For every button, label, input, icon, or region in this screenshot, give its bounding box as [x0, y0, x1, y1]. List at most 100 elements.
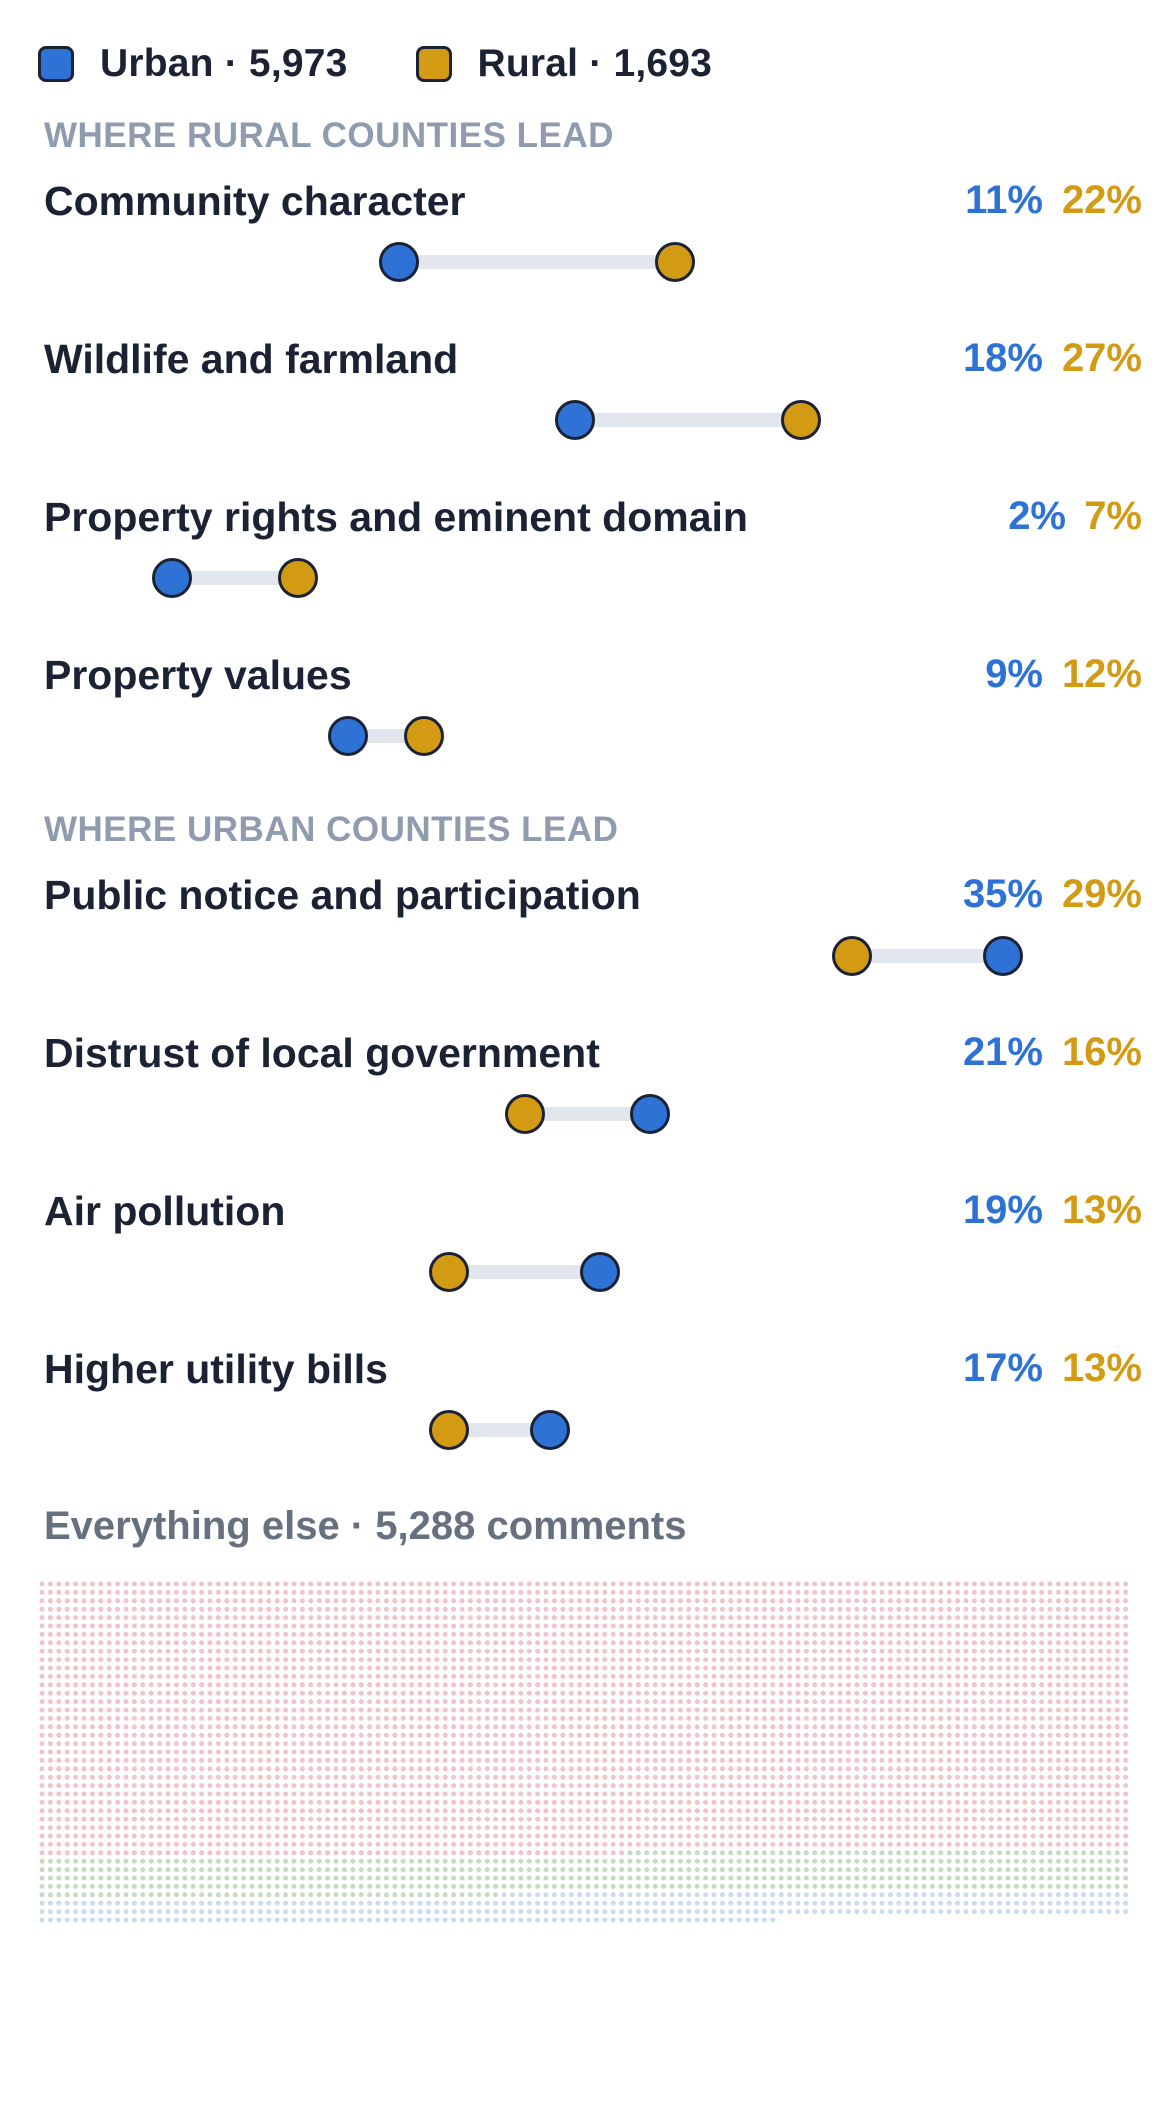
waffle-dot — [215, 1757, 221, 1763]
urban-value-public-notice-and-participation: 35% — [962, 872, 1043, 916]
waffle-dot — [257, 1648, 263, 1654]
waffle-dot — [551, 1867, 557, 1873]
waffle-dot — [1064, 1640, 1070, 1646]
waffle-dot — [1123, 1598, 1129, 1604]
waffle-dot — [543, 1783, 549, 1789]
waffle-dot — [980, 1690, 986, 1696]
waffle-dot — [333, 1690, 339, 1696]
waffle-dot — [274, 1757, 280, 1763]
waffle-dot — [1097, 1875, 1103, 1881]
waffle-dot — [518, 1682, 524, 1688]
waffle-dot — [635, 1673, 641, 1679]
waffle-dot — [98, 1665, 104, 1671]
waffle-dot — [820, 1749, 826, 1755]
waffle-dot — [459, 1757, 465, 1763]
waffle-dot — [803, 1833, 809, 1839]
waffle-dot — [627, 1816, 633, 1822]
waffle-dot — [1064, 1606, 1070, 1612]
waffle-dot — [358, 1783, 364, 1789]
waffle-dot — [199, 1883, 205, 1889]
waffle-dot — [787, 1766, 793, 1772]
waffle-dot — [199, 1825, 205, 1831]
waffle-dot — [375, 1850, 381, 1856]
waffle-dot — [165, 1783, 171, 1789]
waffle-dot — [56, 1841, 62, 1847]
waffle-dot — [400, 1715, 406, 1721]
waffle-dot — [677, 1841, 683, 1847]
waffle-dot — [803, 1657, 809, 1663]
waffle-dot — [677, 1606, 683, 1612]
waffle-dot — [316, 1892, 322, 1898]
waffle-dot — [829, 1875, 835, 1881]
waffle-dot — [308, 1808, 314, 1814]
waffle-dot — [509, 1833, 515, 1839]
waffle-dot — [392, 1707, 398, 1713]
waffle-dot — [753, 1631, 759, 1637]
waffle-dot — [829, 1749, 835, 1755]
waffle-dot — [795, 1867, 801, 1873]
waffle-dot — [518, 1799, 524, 1805]
waffle-dot — [493, 1808, 499, 1814]
waffle-dot — [215, 1858, 221, 1864]
waffle-dot — [652, 1581, 658, 1587]
waffle-dot — [224, 1825, 230, 1831]
waffle-dot — [686, 1690, 692, 1696]
waffle-dot — [1097, 1715, 1103, 1721]
waffle-dot — [232, 1883, 238, 1889]
waffle-dot — [795, 1581, 801, 1587]
waffle-dot — [862, 1774, 868, 1780]
waffle-dot — [1039, 1799, 1045, 1805]
waffle-dot — [778, 1715, 784, 1721]
waffle-dot — [434, 1816, 440, 1822]
waffle-dot — [1081, 1833, 1087, 1839]
waffle-dot — [157, 1631, 163, 1637]
waffle-dot — [140, 1615, 146, 1621]
waffle-dot — [199, 1850, 205, 1856]
waffle-dot — [1022, 1581, 1028, 1587]
waffle-dot — [929, 1799, 935, 1805]
waffle-dot — [669, 1615, 675, 1621]
waffle-dot — [73, 1741, 79, 1747]
waffle-dot — [241, 1707, 247, 1713]
waffle-dot — [409, 1749, 415, 1755]
waffle-dot — [753, 1690, 759, 1696]
waffle-dot — [467, 1766, 473, 1772]
waffle-dot — [509, 1690, 515, 1696]
waffle-dot — [106, 1808, 112, 1814]
waffle-dot — [560, 1783, 566, 1789]
waffle-dot — [409, 1741, 415, 1747]
waffle-dot — [703, 1623, 709, 1629]
waffle-dot — [140, 1774, 146, 1780]
waffle-dot — [341, 1825, 347, 1831]
waffle-dot — [913, 1791, 919, 1797]
waffle-dot — [148, 1892, 154, 1898]
waffle-dot — [417, 1783, 423, 1789]
waffle-dot — [921, 1699, 927, 1705]
waffle-dot — [316, 1850, 322, 1856]
waffle-dot — [358, 1724, 364, 1730]
waffle-dot — [283, 1665, 289, 1671]
waffle-dot — [879, 1875, 885, 1881]
waffle-dot — [1047, 1841, 1053, 1847]
waffle-dot — [526, 1724, 532, 1730]
waffle-dot — [1047, 1875, 1053, 1881]
waffle-dot — [283, 1766, 289, 1772]
waffle-dot — [1114, 1673, 1120, 1679]
waffle-dot — [753, 1833, 759, 1839]
waffle-dot — [383, 1682, 389, 1688]
waffle-dot — [1097, 1640, 1103, 1646]
waffle-dot — [123, 1883, 129, 1889]
waffle-dot — [325, 1783, 331, 1789]
waffle-dot — [1097, 1867, 1103, 1873]
waffle-dot — [131, 1741, 137, 1747]
waffle-dot — [1114, 1581, 1120, 1587]
waffle-dot — [1064, 1690, 1070, 1696]
waffle-dot — [215, 1690, 221, 1696]
waffle-dot — [837, 1783, 843, 1789]
waffle-dot — [224, 1757, 230, 1763]
waffle-dot — [501, 1631, 507, 1637]
waffle-dot — [1072, 1657, 1078, 1663]
waffle-dot — [955, 1875, 961, 1881]
waffle-dot — [199, 1690, 205, 1696]
waffle-dot — [1005, 1858, 1011, 1864]
